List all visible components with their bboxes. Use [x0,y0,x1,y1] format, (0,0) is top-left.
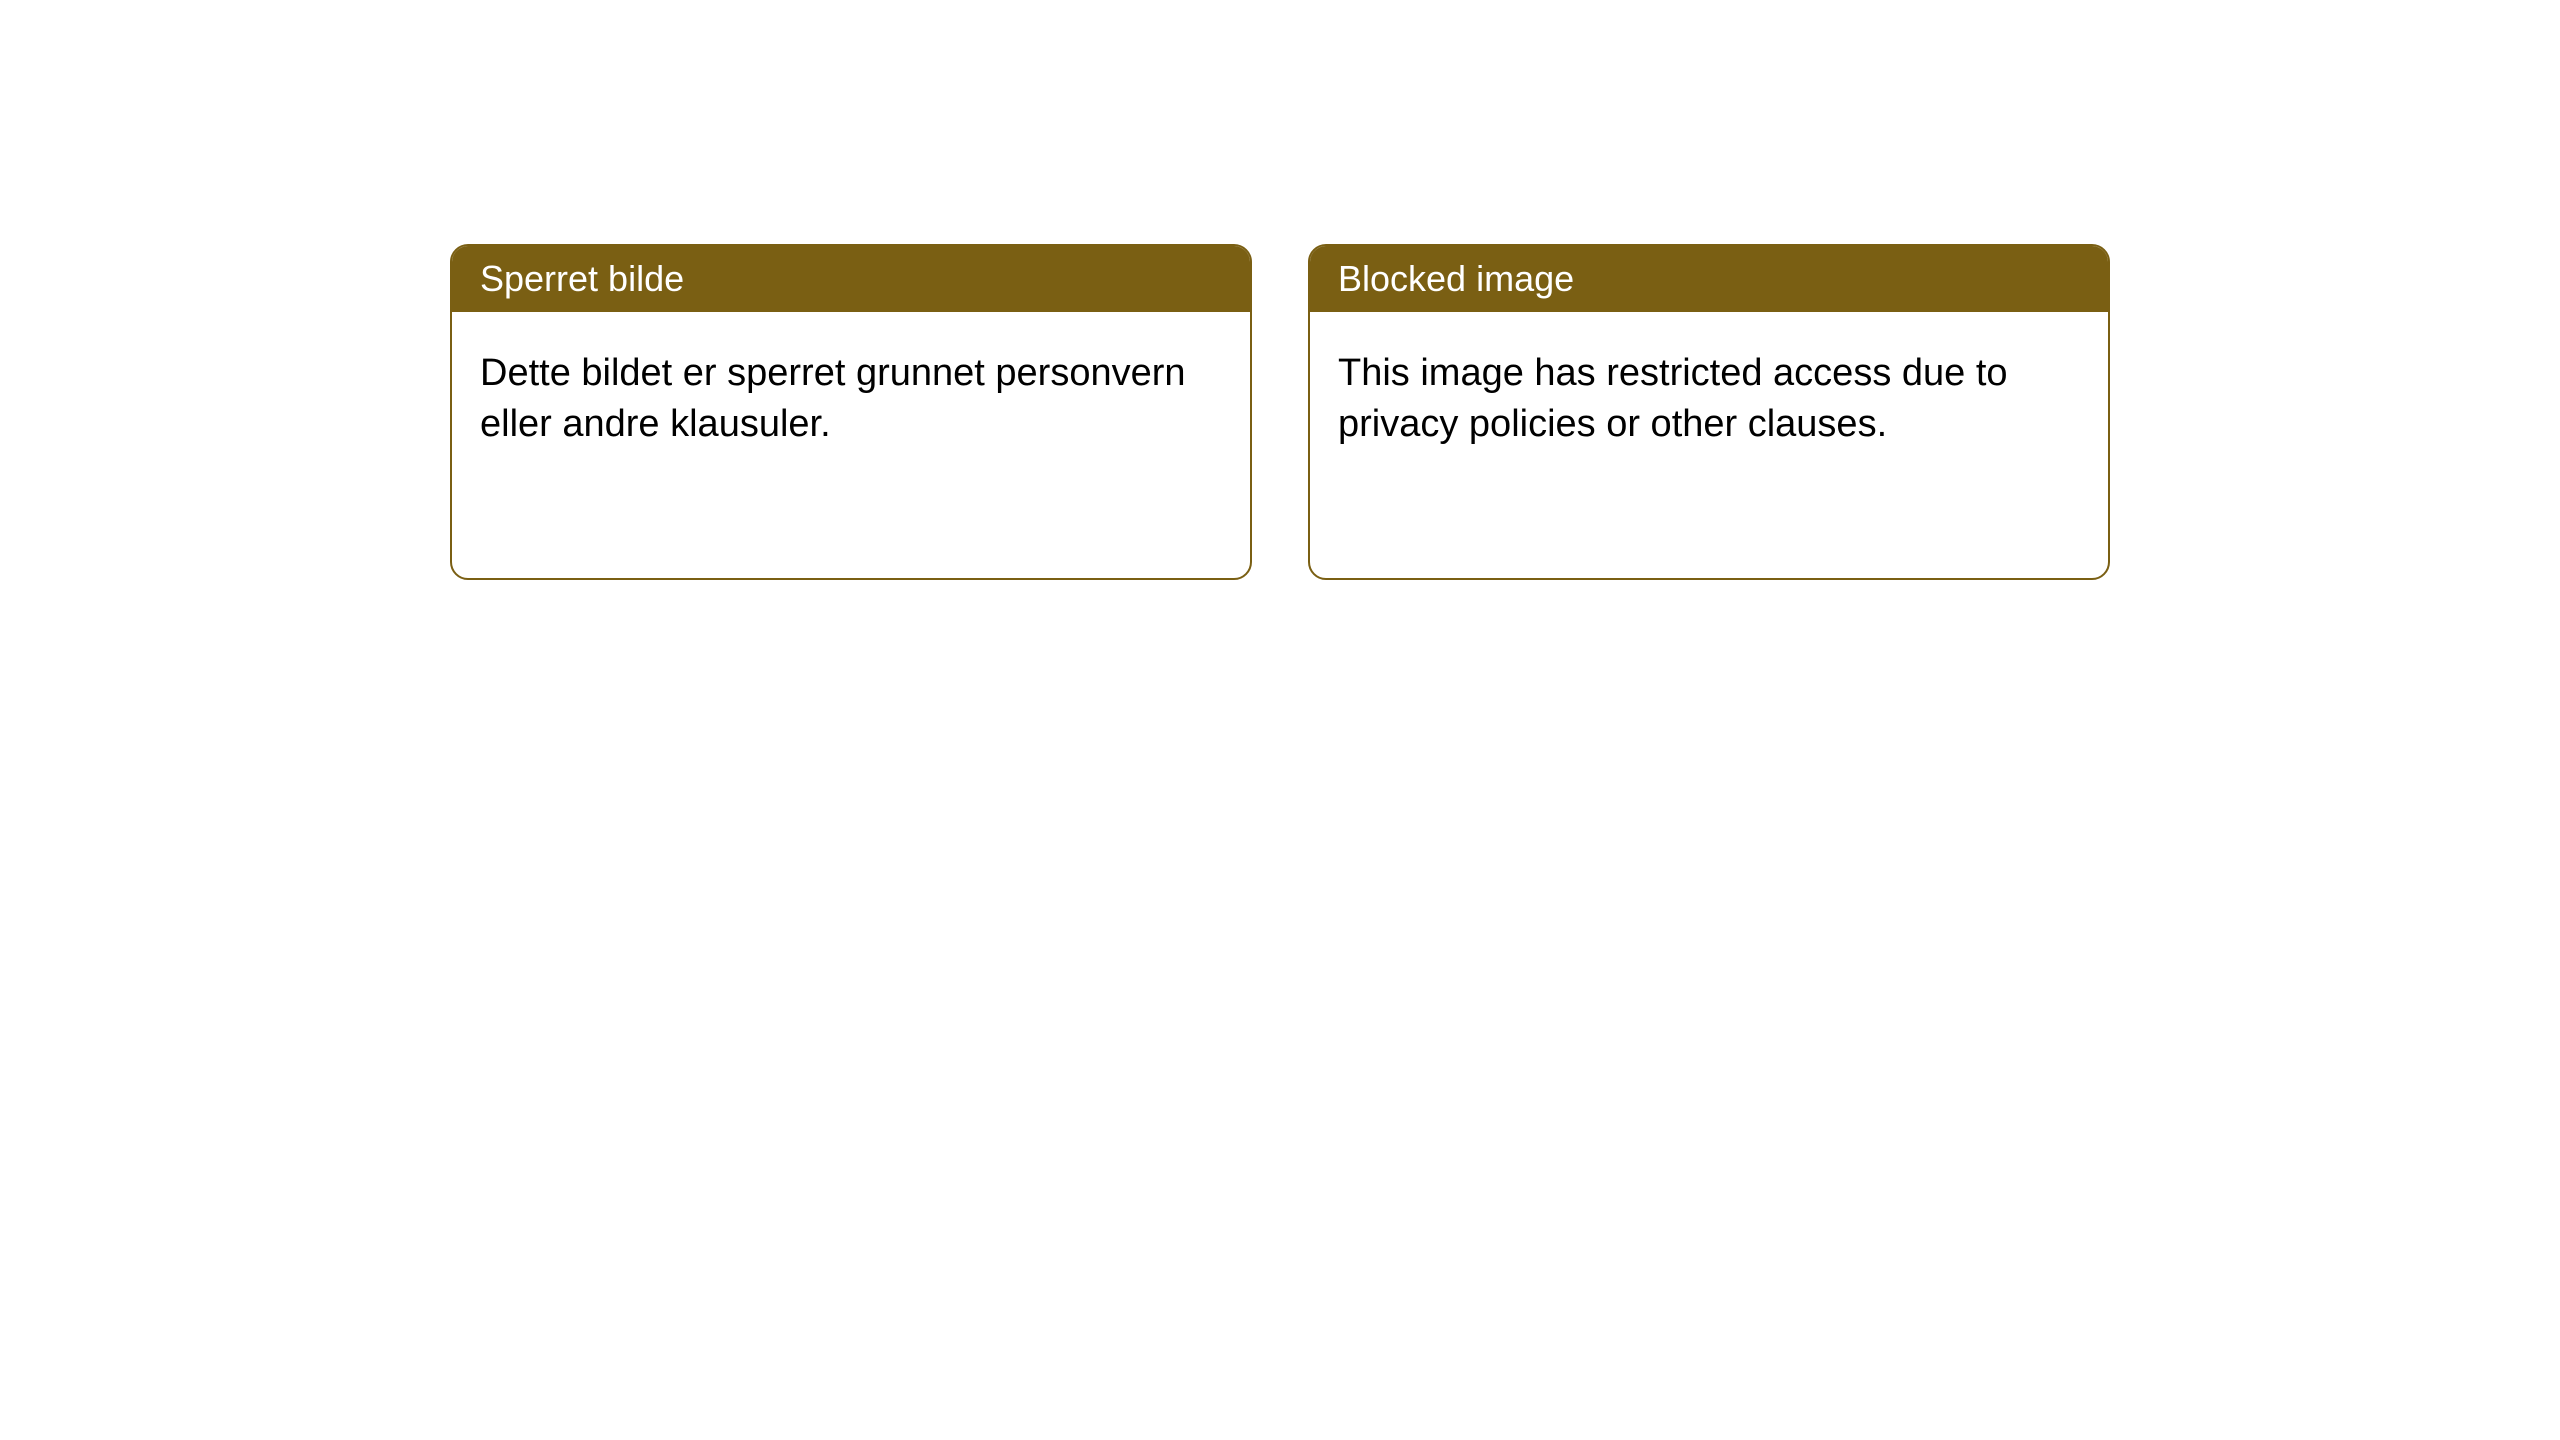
card-header-no: Sperret bilde [452,246,1250,312]
cards-container: Sperret bilde Dette bildet er sperret gr… [0,0,2560,580]
blocked-image-card-no: Sperret bilde Dette bildet er sperret gr… [450,244,1252,580]
card-body-text-no: Dette bildet er sperret grunnet personve… [480,352,1186,445]
card-title-en: Blocked image [1338,258,1574,299]
card-body-en: This image has restricted access due to … [1310,312,2108,487]
card-body-text-en: This image has restricted access due to … [1338,352,2008,445]
card-title-no: Sperret bilde [480,258,684,299]
card-header-en: Blocked image [1310,246,2108,312]
blocked-image-card-en: Blocked image This image has restricted … [1308,244,2110,580]
card-body-no: Dette bildet er sperret grunnet personve… [452,312,1250,487]
